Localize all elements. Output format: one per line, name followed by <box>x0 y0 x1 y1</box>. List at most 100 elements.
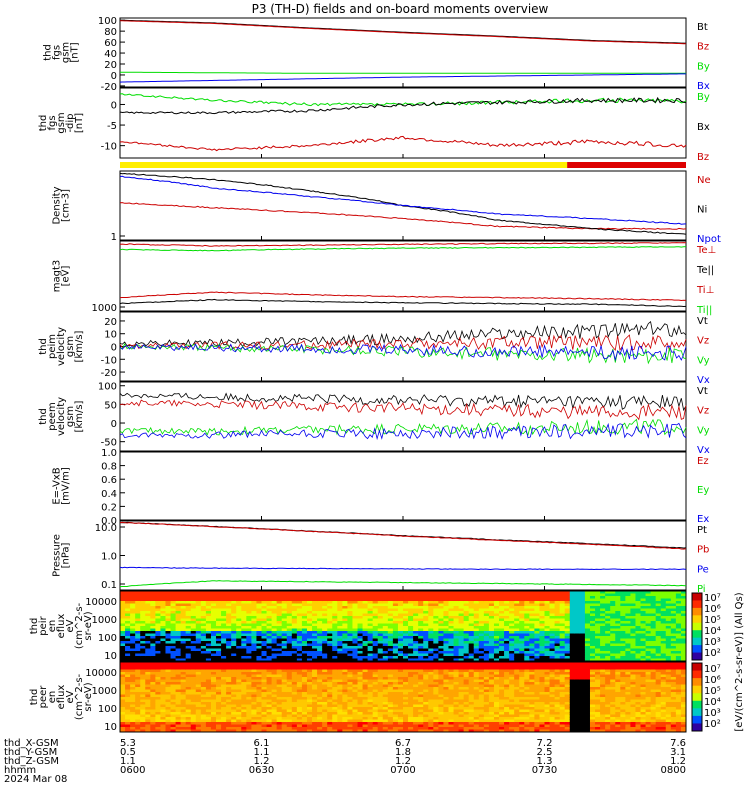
heatmap-cell <box>529 621 535 624</box>
heatmap-cell <box>625 603 631 607</box>
heatmap-cell <box>195 603 202 607</box>
heatmap-cell <box>291 707 298 710</box>
heatmap-cell <box>236 699 242 703</box>
heatmap-cell <box>145 689 151 693</box>
heatmap-cell <box>352 611 358 614</box>
heatmap-cell <box>473 613 480 617</box>
y-axis-label-line: Density <box>52 186 63 224</box>
heatmap-cell <box>655 658 662 662</box>
heatmap-cell <box>382 656 389 659</box>
heatmap-cell <box>473 618 480 622</box>
heatmap-cell <box>150 633 156 637</box>
heatmap-cell <box>342 613 348 617</box>
heatmap-cell <box>655 633 662 637</box>
heatmap-cell <box>574 643 581 647</box>
heatmap-cell <box>564 613 571 617</box>
heatmap-cell <box>296 646 303 649</box>
heatmap-cell <box>286 638 293 642</box>
heatmap-cell <box>140 662 146 665</box>
heatmap-cell <box>160 667 166 670</box>
heatmap-cell <box>680 618 687 622</box>
heatmap-cell <box>140 669 146 673</box>
heatmap-cell <box>448 641 454 644</box>
heatmap-cell <box>291 677 298 680</box>
heatmap-cell <box>382 606 389 609</box>
heatmap-cell <box>433 598 439 602</box>
heatmap-cell <box>534 598 540 602</box>
heatmap-cell <box>266 694 273 698</box>
heatmap-cell <box>655 643 662 647</box>
heatmap-cell <box>125 707 131 710</box>
heatmap-cell <box>327 638 333 642</box>
heatmap-cell <box>135 648 141 652</box>
heatmap-cell <box>433 656 439 659</box>
heatmap-cell <box>251 651 257 654</box>
heatmap-cell <box>423 628 429 632</box>
heatmap-cell <box>145 712 151 715</box>
heatmap-cell <box>150 616 156 619</box>
heatmap-cell <box>347 697 353 700</box>
heatmap-cell <box>559 603 566 607</box>
heatmap-cell <box>185 596 192 599</box>
heatmap-cell <box>301 679 308 683</box>
heatmap-cell <box>650 621 657 624</box>
heatmap-cell <box>665 601 672 604</box>
heatmap-cell <box>180 591 187 594</box>
heatmap-cell <box>120 613 126 617</box>
heatmap-cell <box>397 598 404 602</box>
heatmap-cell <box>650 633 657 637</box>
heatmap-cell <box>145 702 151 705</box>
heatmap-cell <box>145 628 151 632</box>
heatmap-cell <box>392 651 399 654</box>
heatmap-cell <box>266 601 273 604</box>
heatmap-cell <box>160 611 166 614</box>
heatmap-cell <box>296 636 303 639</box>
heatmap-cell <box>226 646 232 649</box>
heatmap-cell <box>428 633 434 637</box>
heatmap-cell <box>185 633 192 637</box>
heatmap-cell <box>155 699 161 703</box>
heatmap-cell <box>145 722 151 725</box>
heatmap-cell <box>680 633 687 637</box>
heatmap-cell <box>367 638 374 642</box>
heatmap-cell <box>200 658 207 662</box>
heatmap-cell <box>312 712 318 715</box>
heatmap-cell <box>387 611 394 614</box>
heatmap-cell <box>185 687 192 690</box>
heatmap-cell <box>382 724 389 728</box>
heatmap-cell <box>180 724 187 728</box>
heatmap-cell <box>327 692 333 695</box>
heatmap-cell <box>185 603 192 607</box>
heatmap-cell <box>306 714 313 718</box>
heatmap-cell <box>408 598 414 602</box>
heatmap-cell <box>246 656 252 659</box>
heatmap-cell <box>165 658 171 662</box>
heatmap-cell <box>210 596 217 599</box>
heatmap-cell <box>246 674 252 678</box>
heatmap-cell <box>175 643 182 647</box>
heatmap-cell <box>195 674 202 678</box>
heatmap-cell <box>483 648 490 652</box>
heatmap-cell <box>357 667 363 670</box>
heatmap-cell <box>418 598 424 602</box>
heatmap-cell <box>301 648 308 652</box>
heatmap-cell <box>499 656 505 659</box>
heatmap-cell <box>564 656 571 659</box>
heatmap-cell <box>478 608 485 612</box>
heatmap-cell <box>347 648 353 652</box>
heatmap-cell <box>251 638 257 642</box>
heatmap-cell <box>635 653 641 657</box>
heatmap-cell <box>367 658 374 662</box>
heatmap-cell <box>554 626 561 629</box>
heatmap-cell <box>397 704 404 708</box>
heatmap-cell <box>554 641 561 644</box>
heatmap-cell <box>468 606 475 609</box>
heatmap-cell <box>296 606 303 609</box>
heatmap-cell <box>519 626 525 629</box>
heatmap-cell <box>266 664 273 668</box>
heatmap-cell <box>478 648 485 652</box>
heatmap-cell <box>357 631 363 634</box>
heatmap-cell <box>478 646 485 649</box>
heatmap-cell <box>625 653 631 657</box>
heatmap-cell <box>301 704 308 708</box>
